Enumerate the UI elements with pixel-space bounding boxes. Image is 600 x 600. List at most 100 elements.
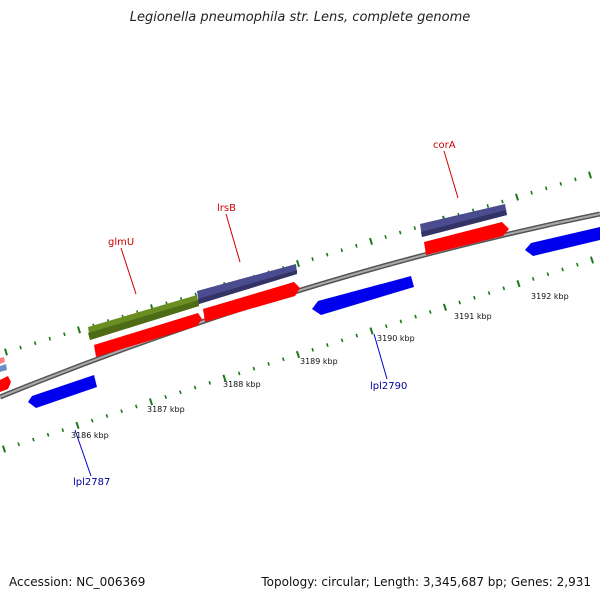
inner-tick <box>575 262 579 267</box>
inner-tick <box>428 310 432 314</box>
scale-label-3192: 3192 kbp <box>531 292 569 301</box>
inner-tick <box>46 432 50 437</box>
inner-tick <box>90 418 94 423</box>
scale-label-3187: 3187 kbp <box>147 405 185 414</box>
gene-lrsB-shadow <box>198 270 297 304</box>
outer-tick <box>530 190 533 195</box>
feature-partial-pink <box>0 357 5 364</box>
inner-tick <box>502 286 506 291</box>
outer-tick <box>486 204 490 208</box>
gene-lpl2787 <box>28 375 97 408</box>
inner-tick-track <box>1 256 595 453</box>
inner-tick <box>473 295 476 300</box>
gene-corA-shadow <box>421 210 507 237</box>
inner-tick <box>179 390 182 395</box>
inner-tick <box>237 371 241 376</box>
outer-tick <box>559 181 563 186</box>
cds-lrsB <box>203 282 300 322</box>
inner-tick <box>281 357 285 362</box>
gene-glmU-shadow <box>88 300 199 340</box>
inner-tick <box>295 350 301 359</box>
accession-text: Accession: NC_006369 <box>9 575 146 589</box>
leader-lpl2790 <box>373 333 388 380</box>
outer-tick <box>325 252 329 257</box>
outer-tick <box>296 259 300 268</box>
scale-label-3186: 3186 kbp <box>71 431 109 440</box>
leader-corA <box>443 150 459 199</box>
scale-label-3190: 3190 kbp <box>377 334 415 343</box>
genome-summary-text: Topology: circular; Length: 3,345,687 bp… <box>261 575 591 589</box>
outer-tick <box>311 257 314 262</box>
outer-tick <box>48 336 52 341</box>
inner-tick <box>17 442 21 447</box>
inner-tick <box>208 380 212 385</box>
outer-tick <box>544 186 548 191</box>
outer-tick <box>63 332 66 337</box>
inner-tick <box>369 327 374 335</box>
inner-tick <box>134 404 138 409</box>
label-glmU: glmU <box>108 237 134 248</box>
outer-tick <box>384 234 387 239</box>
inner-tick <box>32 437 35 442</box>
inner-tick <box>531 276 535 281</box>
genome-backbone-highlight <box>0 213 600 398</box>
outer-tick <box>19 345 22 350</box>
outer-tick <box>369 237 373 246</box>
inner-tick <box>442 303 448 311</box>
inner-tick <box>267 361 270 366</box>
inner-tick <box>105 413 109 418</box>
outer-tick <box>588 171 592 179</box>
inner-tick <box>1 445 7 453</box>
feature-partial-lightblue <box>0 364 7 372</box>
scale-label-3189: 3189 kbp <box>300 357 338 366</box>
inner-tick <box>458 300 462 305</box>
inner-tick <box>75 421 80 430</box>
inner-tick <box>120 409 123 414</box>
inner-tick <box>561 267 564 272</box>
outer-tick <box>398 230 402 235</box>
outer-tick <box>355 243 358 248</box>
gene-right-reverse <box>525 227 600 256</box>
gene-lpl2790 <box>312 276 414 315</box>
inner-tick <box>222 374 227 382</box>
inner-tick <box>414 314 417 319</box>
outer-tick <box>501 199 504 204</box>
inner-tick <box>252 366 256 371</box>
inner-tick <box>326 343 329 348</box>
label-corA: corA <box>433 140 456 151</box>
outer-tick <box>515 193 519 201</box>
scale-label-3191: 3191 kbp <box>454 312 492 321</box>
inner-tick <box>487 291 491 296</box>
inner-tick <box>546 272 550 277</box>
inner-tick <box>148 398 154 406</box>
outer-tick <box>4 348 8 356</box>
label-lpl2787: lpl2787 <box>73 477 110 488</box>
leader-lrsB <box>225 213 241 263</box>
scale-label-3188: 3188 kbp <box>223 380 261 389</box>
inner-tick <box>61 428 65 433</box>
cds-glmU <box>94 313 202 357</box>
feature-partial-red <box>0 376 11 392</box>
label-lrsB: lrsB <box>217 203 236 214</box>
leader-glmU <box>120 247 137 295</box>
label-lpl2790: lpl2790 <box>370 381 407 392</box>
genome-backbone <box>0 211 600 400</box>
inner-tick <box>384 324 388 329</box>
map-title: Legionella pneumophila str. Lens, comple… <box>129 10 471 25</box>
inner-tick <box>340 338 344 343</box>
outer-tick <box>574 177 577 182</box>
leader-lpl2787 <box>74 429 92 477</box>
cds-corA <box>424 222 509 255</box>
inner-tick <box>399 319 403 324</box>
outer-tick <box>340 248 344 253</box>
inner-tick <box>193 385 197 390</box>
inner-tick <box>311 347 315 352</box>
outer-tick <box>413 226 417 231</box>
outer-tick <box>33 341 37 346</box>
inner-tick <box>164 395 168 399</box>
inner-tick <box>589 256 595 264</box>
inner-tick <box>355 333 359 338</box>
outer-tick <box>77 326 81 334</box>
inner-tick <box>516 279 521 288</box>
